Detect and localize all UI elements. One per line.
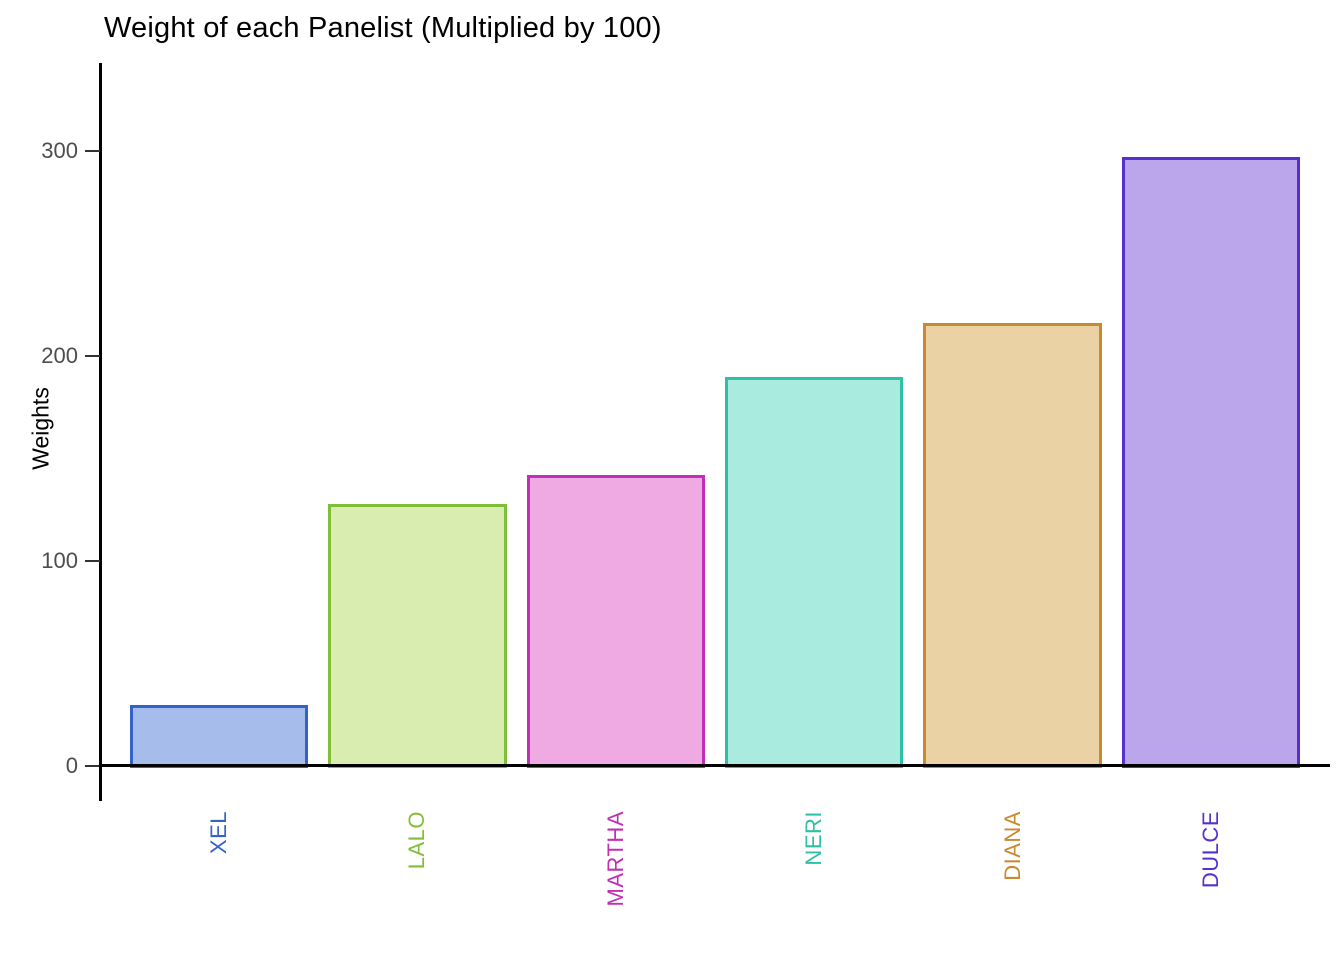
y-tick-label-200: 200 <box>41 343 78 368</box>
x-label-neri: NERI <box>801 811 827 866</box>
y-tick-mark-200 <box>85 354 100 358</box>
y-axis-line <box>99 63 102 801</box>
x-label-dulce: DULCE <box>1197 811 1223 889</box>
y-tick-mark-100 <box>85 559 100 563</box>
chart-title: Weight of each Panelist (Multiplied by 1… <box>104 12 662 44</box>
y-axis-label: Weights <box>27 387 54 470</box>
x-axis-line <box>99 764 1330 767</box>
x-label-xel: XEL <box>206 811 232 855</box>
y-tick-label-0: 0 <box>65 753 78 778</box>
bar-martha <box>526 474 706 768</box>
bar-dulce <box>1121 157 1301 768</box>
bar-neri <box>724 376 904 768</box>
y-tick-mark-300 <box>85 149 100 153</box>
bar-diana <box>923 323 1102 768</box>
y-tick-mark-0 <box>85 764 100 768</box>
y-tick-label-100: 100 <box>41 548 78 573</box>
x-label-diana: DIANA <box>999 811 1025 881</box>
x-label-lalo: LALO <box>404 811 430 870</box>
y-tick-label-300: 300 <box>41 138 78 163</box>
bar-xel <box>129 704 309 768</box>
x-label-martha: MARTHA <box>602 811 628 907</box>
bar-lalo <box>328 503 507 768</box>
